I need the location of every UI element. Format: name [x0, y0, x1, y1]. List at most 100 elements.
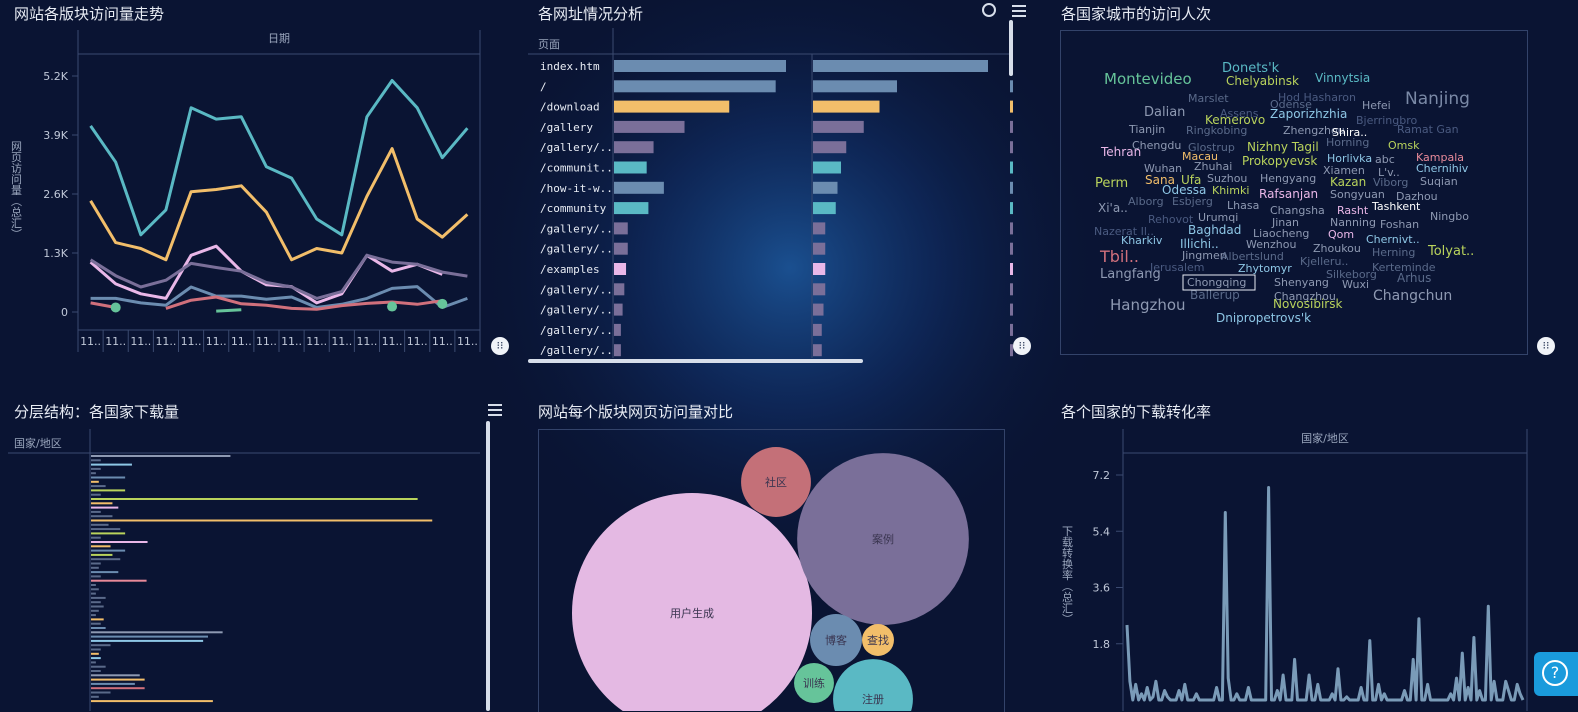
urls-bar-a [614, 60, 786, 72]
hier-bar [91, 691, 111, 694]
bubble-circle [862, 624, 894, 656]
urls-title: 各网址情况分析 [538, 5, 644, 23]
urls-category-label: /examples [540, 263, 600, 276]
conv-series-line [1125, 486, 1525, 702]
cloud-word: Nanjing [1405, 89, 1470, 109]
trend-x-tick-label: 11.. [130, 335, 151, 348]
urls-bar-a [614, 120, 685, 133]
bubble-circle [833, 659, 913, 711]
cloud-word: Zhuhai [1194, 160, 1232, 173]
cloud-chart: Donets'k Montevideo Chelyabinsk Vinnytsia Ma… [1094, 61, 1474, 325]
help-button[interactable]: ? [1534, 652, 1578, 696]
hier-bar [91, 635, 208, 638]
cloud-word: Odessa [1162, 183, 1206, 197]
cloud-word: Esbjerg [1172, 195, 1213, 208]
hier-bar [91, 532, 126, 535]
urls-category-label: index.htm [540, 60, 600, 73]
trend-y-label: 网页访问量（总汇） [10, 141, 23, 240]
cloud-word: Jingmen [1181, 249, 1227, 262]
cloud-word: Omsk [1388, 139, 1420, 152]
trend-x-tick-label: 11.. [356, 335, 377, 348]
cloud-word: Tashkent [1371, 200, 1421, 213]
cloud-word: Rehovot [1148, 213, 1194, 226]
trend-series-line [89, 147, 469, 262]
hier-bar [91, 644, 111, 647]
trend-x-label: 日期 [268, 32, 290, 45]
cloud-word: Rafsanjan [1259, 187, 1318, 201]
urls-bar-b [813, 263, 826, 275]
trend-y-tick-label: 0 [61, 306, 68, 319]
hier-bar [91, 631, 223, 634]
urls-menu-icon[interactable] [1012, 5, 1026, 17]
cloud-word: Liaocheng [1253, 227, 1309, 240]
urls-bar-b [813, 344, 822, 357]
trend-series-point [387, 301, 398, 312]
cloud-word: Ningbo [1430, 210, 1469, 223]
bubble-label: 训练 [803, 676, 825, 690]
hier-bar [91, 661, 96, 664]
trend-x-tick-label: 11.. [306, 335, 327, 348]
cloud-word-highlight [1182, 274, 1256, 291]
hier-chart: 国家/地区 [8, 421, 490, 711]
trend-x-tick-label: 11.. [457, 335, 478, 348]
hier-bar [91, 605, 104, 608]
urls-bar-b [813, 303, 824, 316]
trend-x-tick-label: 11.. [231, 335, 252, 348]
cloud-word: Urumqi [1198, 211, 1238, 224]
urls-bar-b [813, 161, 841, 174]
urls-bar-b [813, 242, 826, 255]
bubble-panel: 网站每个版块网页访问量对比 用户生成 案例 社区 博客 查找 训练 注册 [520, 395, 1040, 712]
urls-bar-b [813, 181, 838, 194]
hier-bar [91, 687, 145, 690]
trend-expand-icon[interactable]: ⁝⁝ [491, 337, 509, 355]
hier-menu-icon[interactable] [488, 404, 502, 416]
bubble-label: 案例 [872, 532, 894, 546]
urls-bar-b [813, 283, 826, 296]
trend-panel: 网站各版块访问量走势 日期 网页访问量（总汇） 5.2K 3.9K 2.6K 1.3K 0 1… [0, 0, 520, 360]
trend-x-tick-label: 11.. [181, 335, 202, 348]
trend-series-line [89, 253, 468, 300]
cloud-word: Novosibirsk [1273, 297, 1342, 311]
cloud-word: Assens [1220, 107, 1259, 120]
hier-bar [91, 463, 132, 466]
hier-bar [91, 618, 104, 621]
urls-expand-icon[interactable]: ⁝⁝ [1013, 337, 1031, 355]
urls-bar-b [813, 100, 880, 113]
urls-bar-a [614, 222, 628, 235]
bubble-circle [741, 447, 811, 517]
hier-bar [91, 528, 121, 531]
hier-bar [91, 622, 101, 625]
trend-y-tick-label: 1.3K [43, 247, 68, 260]
hier-bar [91, 545, 111, 548]
cloud-word: Chengdu [1132, 139, 1181, 152]
cloud-word: Langfang [1100, 267, 1161, 282]
cloud-expand-icon[interactable]: ⁝⁝ [1537, 337, 1555, 355]
cloud-word: Glostrup [1188, 141, 1235, 154]
cloud-word: Zhoukou [1313, 242, 1361, 255]
cloud-word: Odense [1270, 98, 1312, 111]
hier-bar [91, 588, 99, 591]
urls-category-label: /gallery/.. [540, 222, 613, 235]
urls-category-label: /community [540, 202, 607, 215]
cloud-word: Kjelleru.. [1300, 255, 1348, 268]
urls-category-label: /gallery/.. [540, 283, 613, 296]
hier-bar [91, 519, 433, 522]
cloud-word: Donets'k [1222, 61, 1280, 76]
urls-bar-a [614, 323, 621, 336]
cloud-word: Kharkiv [1121, 234, 1163, 247]
bubble-frame [538, 429, 1005, 712]
urls-category-label: /gallery/.. [540, 304, 613, 317]
cloud-word: Zhengzhou [1283, 124, 1345, 137]
gear-icon[interactable] [982, 3, 996, 17]
hier-bar [91, 579, 147, 582]
hier-bar [91, 571, 119, 574]
cloud-word: Jinan [1271, 216, 1299, 229]
cloud-word: Marslet [1188, 92, 1229, 105]
hier-bar [91, 627, 106, 629]
cloud-word: Horning [1326, 136, 1369, 149]
hier-bar [91, 472, 96, 475]
urls-bar-a [614, 283, 625, 296]
urls-category-label: /communit.. [540, 162, 613, 175]
